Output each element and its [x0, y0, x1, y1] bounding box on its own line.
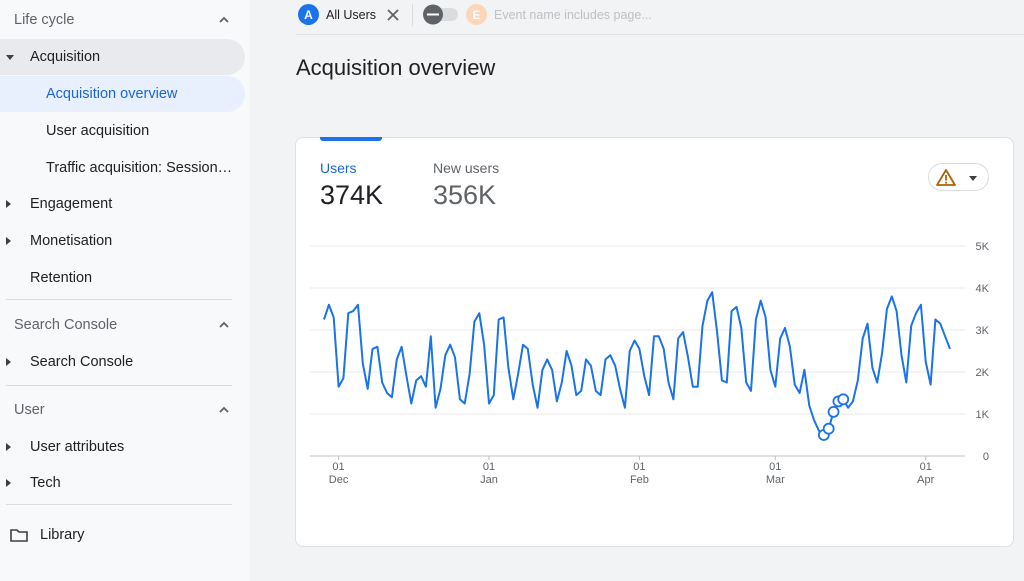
section-search-console-label: Search Console — [14, 317, 118, 333]
comparison-chip-avatar[interactable]: A — [298, 4, 319, 25]
x-tick-day-label: 01 — [769, 461, 781, 473]
sidebar-item-tech[interactable]: Tech — [0, 465, 61, 501]
sidebar-item-library[interactable]: Library — [0, 517, 84, 553]
x-tick-day-label: 01 — [332, 461, 344, 473]
sidebar-item-retention-label: Retention — [30, 270, 93, 286]
section-life-cycle-label: Life cycle — [14, 12, 75, 28]
warning-icon — [936, 169, 956, 186]
sidebar-item-traffic-acquisition[interactable]: Traffic acquisition: Session… — [0, 150, 232, 186]
y-tick-label: 0 — [983, 451, 989, 463]
caret-right-icon — [6, 443, 11, 451]
x-tick-day-label: 01 — [483, 461, 495, 473]
sidebar-item-user-acquisition[interactable]: User acquisition — [0, 113, 149, 149]
sidebar-item-engagement-label: Engagement — [30, 196, 113, 212]
sidebar: Life cycle Acquisition Acquisition overv… — [0, 0, 250, 581]
sidebar-item-monetisation[interactable]: Monetisation — [0, 223, 112, 259]
sidebar-item-monetisation-label: Monetisation — [30, 233, 113, 249]
caret-down-icon — [969, 176, 977, 181]
sidebar-item-user-acquisition-label: User acquisition — [46, 123, 150, 139]
y-tick-label: 4K — [976, 283, 990, 295]
y-tick-label: 1K — [976, 409, 990, 421]
divider — [412, 4, 413, 26]
metric-users-value[interactable]: 374K — [320, 180, 384, 210]
page-title: Acquisition overview — [296, 55, 496, 80]
chevron-up-icon[interactable] — [217, 13, 231, 27]
x-tick-month-label: Mar — [766, 474, 785, 486]
sidebar-item-search-console[interactable]: Search Console — [0, 344, 133, 380]
data-quality-button[interactable] — [928, 163, 989, 191]
caret-right-icon — [6, 237, 11, 245]
divider — [6, 385, 232, 386]
sidebar-item-library-label: Library — [40, 527, 85, 543]
filter-chip-avatar[interactable]: E — [466, 4, 487, 25]
metric-new-users-label[interactable]: New users — [433, 160, 500, 176]
anomaly-marker — [837, 393, 850, 406]
x-tick-month-label: Jan — [480, 474, 498, 486]
y-tick-label: 3K — [976, 325, 990, 337]
x-tick-day-label: 01 — [920, 461, 932, 473]
sidebar-item-user-attributes[interactable]: User attributes — [0, 429, 124, 465]
caret-down-icon — [6, 55, 14, 60]
sidebar-item-acquisition[interactable]: Acquisition — [0, 39, 245, 75]
metric-new-users-value[interactable]: 356K — [433, 180, 497, 210]
chevron-up-icon[interactable] — [217, 403, 231, 417]
section-user-label: User — [14, 402, 45, 418]
sidebar-item-search-console-label: Search Console — [30, 354, 134, 370]
sidebar-item-acquisition-overview-label: Acquisition overview — [46, 86, 178, 102]
caret-right-icon — [6, 358, 11, 366]
filter-chip-label[interactable]: Event name includes page... — [494, 8, 652, 22]
section-search-console[interactable]: Search Console — [0, 307, 245, 343]
chevron-up-icon[interactable] — [217, 318, 231, 332]
toggle-switch[interactable] — [422, 4, 462, 25]
folder-icon — [10, 529, 28, 542]
x-tick-day-label: 01 — [633, 461, 645, 473]
anomaly-marker — [822, 422, 835, 435]
sidebar-item-traffic-acquisition-label: Traffic acquisition: Session… — [46, 160, 233, 176]
section-user[interactable]: User — [0, 392, 245, 428]
divider — [6, 299, 232, 300]
y-tick-label: 2K — [976, 367, 990, 379]
users-line-chart[interactable]: 5K4K3K2K1K001Dec01Jan01Feb01Mar01Apr01Ma… — [310, 240, 1000, 490]
close-icon[interactable] — [385, 7, 401, 23]
sidebar-item-acquisition-overview[interactable]: Acquisition overview — [0, 76, 245, 112]
comparison-chip-label[interactable]: All Users — [326, 8, 377, 22]
sidebar-item-tech-label: Tech — [30, 475, 61, 491]
metric-users-label[interactable]: Users — [320, 160, 357, 176]
divider — [296, 34, 1024, 35]
sidebar-item-acquisition-label: Acquisition — [30, 49, 101, 65]
sidebar-item-retention[interactable]: Retention — [0, 260, 92, 296]
caret-right-icon — [6, 479, 11, 487]
sidebar-item-user-attributes-label: User attributes — [30, 439, 125, 455]
anomaly-marker — [827, 405, 840, 418]
x-tick-month-label: Apr — [917, 474, 934, 486]
x-tick-month-label: Dec — [329, 474, 349, 486]
x-tick-month-label: Feb — [630, 474, 649, 486]
active-tab-indicator — [320, 137, 382, 141]
caret-right-icon — [6, 200, 11, 208]
y-tick-label: 5K — [976, 241, 990, 253]
divider — [6, 504, 232, 505]
section-life-cycle[interactable]: Life cycle — [0, 2, 245, 38]
sidebar-item-engagement[interactable]: Engagement — [0, 186, 112, 222]
